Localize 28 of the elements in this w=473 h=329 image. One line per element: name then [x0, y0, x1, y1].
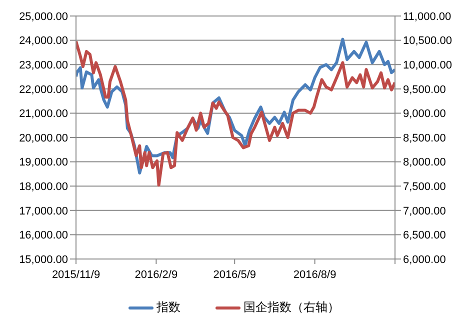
x-tick-label: 2016/2/9 [134, 268, 178, 281]
y2-tick-label: 8,500.00 [403, 132, 446, 144]
y-tick-label: 18,000.00 [19, 181, 68, 194]
x-tick-label: 2016/5/9 [213, 268, 256, 281]
y2-tick-label: 7,000.00 [403, 205, 446, 218]
x-tick-label: 2016/8/9 [293, 268, 336, 281]
y-tick-label: 22,000.00 [19, 84, 68, 96]
y2-tick-label: 9,000.00 [403, 108, 446, 120]
y-tick-label: 24,000.00 [19, 35, 68, 48]
y2-tick-label: 10,000.00 [403, 60, 452, 72]
y-tick-label: 20,000.00 [19, 132, 68, 144]
y-tick-label: 16,000.00 [19, 230, 68, 242]
y-tick-label: 15,000.00 [19, 254, 68, 266]
y-tick-label: 25,000.00 [19, 10, 68, 23]
y-tick-label: 23,000.00 [19, 60, 68, 72]
y2-tick-label: 9,500.00 [403, 84, 446, 96]
y-tick-label: 21,000.00 [19, 108, 68, 120]
legend-label: 国企指数（右轴） [244, 299, 340, 316]
y-tick-label: 19,000.00 [19, 156, 68, 169]
y2-tick-label: 6,500.00 [403, 230, 446, 242]
y-tick-label: 17,000.00 [19, 205, 68, 218]
y2-tick-label: 7,500.00 [403, 181, 446, 194]
y2-tick-label: 6,000.00 [403, 254, 446, 266]
y2-tick-label: 8,000.00 [403, 156, 446, 169]
y2-tick-label: 10,500.00 [403, 35, 452, 48]
x-tick-label: 2015/11/9 [52, 268, 100, 281]
y2-tick-label: 11,000.00 [403, 10, 452, 23]
legend-label: 指数 [156, 299, 180, 316]
